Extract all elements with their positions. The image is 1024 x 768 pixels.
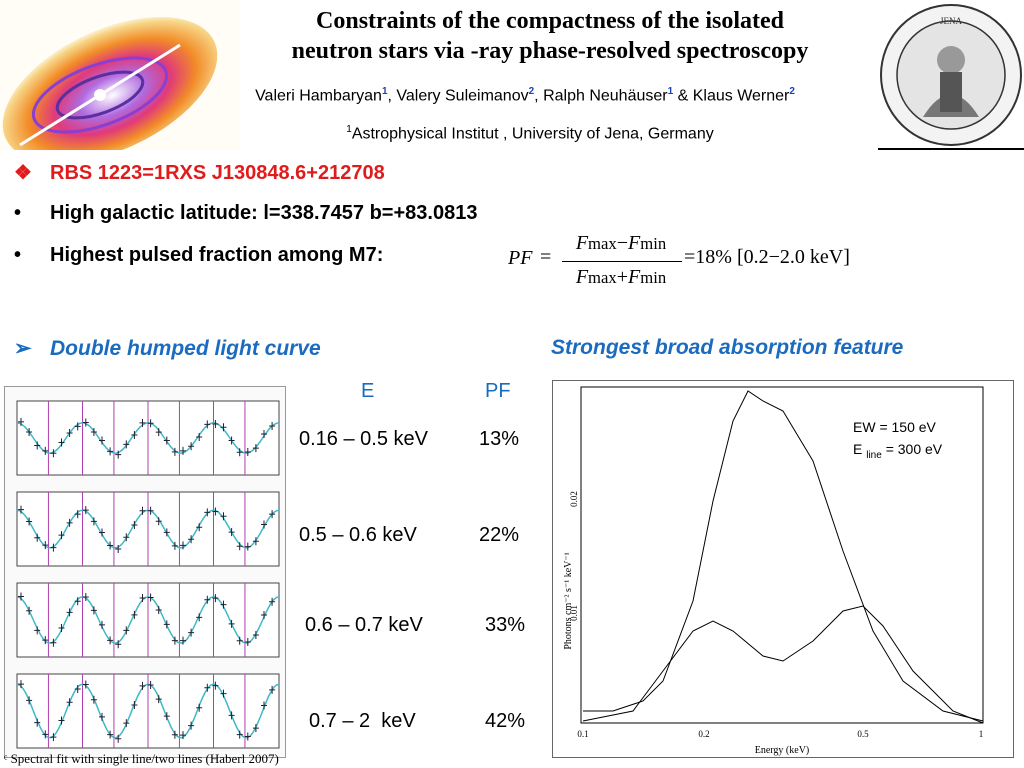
light-curve-plots [16,400,280,749]
university-seal: JENA [880,4,1022,146]
spectrum-panel: Photons cm⁻² s⁻¹ keV⁻¹ Energy (keV) 0.02… [552,380,1014,758]
eline-label: E line = 300 eV [853,441,943,461]
pf-row-value: 42% [485,710,526,732]
spectrum-y-label: Photons cm⁻² s⁻¹ keV⁻¹ [563,552,574,649]
pf-row-value: 22% [479,524,520,546]
light-curve-strip [16,491,280,567]
pulsed-fraction-table: E PF 0.16 – 0.5 keV 13% 0.5 – 0.6 keV 22… [295,378,545,748]
spectrum-xtick: 0.2 [698,729,709,739]
pf-row-energy: 0.6 – 0.7 keV [305,614,423,636]
pf-table-header-e: E [361,380,375,402]
subhead-light-curve: ➢ Double humped light curve [14,337,321,360]
spectrum-xtick: 0.5 [857,729,869,739]
light-curve-strip [16,400,280,476]
neutron-star-illustration [0,0,240,150]
bullet-galactic-latitude: • High galactic latitude: l=338.7457 b=+8… [14,202,478,224]
pf-table-header-pf: PF [485,380,511,402]
pf-row-energy: 0.16 – 0.5 keV [299,428,428,450]
spectrum-ytick: 0.01 [569,605,579,621]
light-curve-strip [16,673,280,749]
bullet-object-name: ❖ RBS 1223=1RXS J130848.6+212708 [14,162,385,184]
spectrum-xtick: 0.1 [577,729,588,739]
pf-row-value: 13% [479,428,520,450]
footnote: ᶜ Spectral fit with single line/two line… [4,751,279,766]
author-list: Valeri Hambaryan1, Valery Suleimanov2, R… [255,86,795,105]
header-rule [878,148,1024,150]
light-curve-panel [4,386,286,758]
ew-label: EW = 150 eV [853,419,936,435]
pf-row-energy: 0.5 – 0.6 keV [299,524,417,546]
continuum-curve [583,390,984,722]
page-title: Constraints of the compactness of the is… [291,8,809,64]
pf-row-value: 33% [485,614,526,636]
bullet-pulsed-fraction: • Highest pulsed fraction among M7: [14,244,384,266]
spectrum-x-label: Energy (keV) [755,745,810,756]
subhead-absorption: Strongest broad absorption feature [551,336,904,359]
pulsed-fraction-formula: PF = Fmax−Fmin Fmax+Fmin =18% [0.2−2.0 k… [508,232,850,288]
spectrum-xtick: 1 [979,729,984,739]
absorbed-model-curve [582,605,984,724]
spectrum-plot: Photons cm⁻² s⁻¹ keV⁻¹ Energy (keV) 0.02… [563,386,984,756]
light-curve-strip [16,582,280,658]
svg-text:JENA: JENA [940,16,962,26]
spectrum-ytick: 0.02 [569,491,579,507]
spectrum-frame [580,386,984,724]
pf-row-energy: 0.7 – 2 keV [309,710,416,732]
affiliation: 1Astrophysical Institut , University of … [346,124,714,143]
